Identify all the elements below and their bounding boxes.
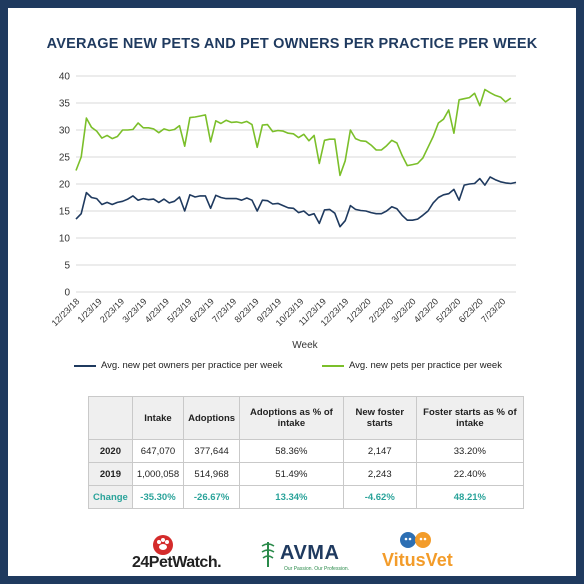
table-cell: -35.30% bbox=[131, 485, 185, 509]
chart-grid bbox=[76, 75, 516, 293]
table-header-cell: Adoptions as % of intake bbox=[239, 396, 344, 440]
line-chart: 0 5 10 15 20 25 30 35 40 12/23/181/23/192/23/193… bbox=[50, 72, 517, 351]
avma-tagline: Our Passion. Our Profession. bbox=[284, 566, 350, 572]
chart-series bbox=[75, 88, 517, 228]
y-tick-label: 10 bbox=[59, 234, 71, 245]
y-tick-label: 30 bbox=[59, 126, 71, 137]
table-cell: 1,000,058 bbox=[131, 462, 185, 486]
sponsor-logos: 24PetWatch. AVMA Our Passion. Our Profes… bbox=[8, 528, 576, 576]
legend-swatch-owners bbox=[74, 364, 96, 367]
y-tick-label: 35 bbox=[59, 99, 71, 110]
legend-label-owners: Avg. new pet owners per practice per wee… bbox=[101, 360, 283, 371]
x-axis-label: Week bbox=[292, 340, 318, 351]
table-header-cell bbox=[88, 396, 133, 440]
table-row-label: Change bbox=[88, 485, 133, 509]
x-axis-ticks: 12/23/181/23/192/23/193/23/194/23/195/23… bbox=[50, 296, 508, 328]
legend-item-pets: Avg. new pets per practice per week bbox=[322, 360, 502, 371]
table-row-label: 2020 bbox=[88, 439, 133, 463]
table-header-row: Intake Adoptions Adoptions as % of intak… bbox=[88, 396, 525, 440]
table-row-change: Change -35.30% -26.67% 13.34% -4.62% 48.… bbox=[88, 485, 525, 509]
chart-legend: Avg. new pet owners per practice per wee… bbox=[74, 360, 544, 376]
table-cell: 2,147 bbox=[342, 439, 417, 463]
table-cell: 22.40% bbox=[415, 462, 525, 486]
series-line-pets bbox=[75, 88, 512, 177]
pet-faces-icon bbox=[400, 532, 431, 548]
avma-logo: AVMA Our Passion. Our Profession. bbox=[258, 536, 350, 574]
table-cell: 13.34% bbox=[239, 485, 344, 509]
comparison-table: Intake Adoptions Adoptions as % of intak… bbox=[88, 396, 525, 509]
table-cell: 377,644 bbox=[183, 439, 241, 463]
table-cell: 514,968 bbox=[183, 462, 241, 486]
table-row: 2020 647,070 377,644 58.36% 2,147 33.20% bbox=[88, 439, 525, 463]
vitusvet-logo: VitusVet bbox=[380, 530, 470, 574]
24petwatch-logo: 24PetWatch. bbox=[132, 535, 236, 572]
table-cell: 647,070 bbox=[131, 439, 185, 463]
table-cell: 51.49% bbox=[239, 462, 344, 486]
table-row: 2019 1,000,058 514,968 51.49% 2,243 22.4… bbox=[88, 462, 525, 486]
chart-title: AVERAGE NEW PETS AND PET OWNERS PER PRAC… bbox=[46, 36, 538, 52]
y-tick-label: 5 bbox=[64, 261, 70, 272]
table-header-cell: New foster starts bbox=[342, 396, 417, 440]
y-axis-ticks: 0 5 10 15 20 25 30 35 40 bbox=[59, 72, 71, 299]
x-tick-label: 12/23/18 bbox=[50, 296, 82, 328]
table-cell: -4.62% bbox=[342, 485, 417, 509]
legend-item-owners: Avg. new pet owners per practice per wee… bbox=[74, 360, 282, 371]
table-header-cell: Intake bbox=[131, 396, 185, 440]
table-row-label: 2019 bbox=[88, 462, 133, 486]
table-cell: 58.36% bbox=[239, 439, 344, 463]
table-header-cell: Adoptions bbox=[183, 396, 241, 440]
y-tick-label: 25 bbox=[59, 153, 71, 164]
vitusvet-wordmark: VitusVet bbox=[382, 550, 453, 570]
y-tick-label: 0 bbox=[64, 288, 70, 299]
legend-swatch-pets bbox=[322, 364, 344, 367]
legend-label-pets: Avg. new pets per practice per week bbox=[349, 360, 502, 371]
table-cell: 2,243 bbox=[342, 462, 417, 486]
avma-wordmark: AVMA bbox=[280, 542, 340, 564]
y-tick-label: 20 bbox=[59, 180, 71, 191]
table-cell: 33.20% bbox=[415, 439, 525, 463]
table-header-cell: Foster starts as % of intake bbox=[415, 396, 525, 440]
table-cell: 48.21% bbox=[415, 485, 525, 509]
y-tick-label: 40 bbox=[59, 72, 71, 83]
paw-icon bbox=[153, 535, 173, 555]
series-line-pet-owners bbox=[75, 176, 517, 228]
infographic-card: AVERAGE NEW PETS AND PET OWNERS PER PRAC… bbox=[8, 8, 576, 576]
caduceus-icon bbox=[261, 542, 275, 567]
table-cell: -26.67% bbox=[183, 485, 241, 509]
y-tick-label: 15 bbox=[59, 207, 71, 218]
x-tick-label: 7/23/20 bbox=[479, 296, 507, 324]
24petwatch-wordmark: 24PetWatch. bbox=[132, 554, 222, 571]
